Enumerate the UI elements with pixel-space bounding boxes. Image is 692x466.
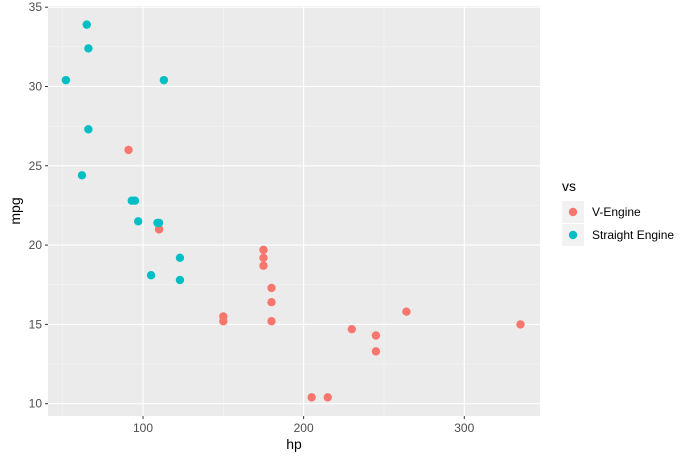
data-point-v-engine bbox=[371, 347, 381, 356]
data-point-straight-engine bbox=[153, 218, 162, 228]
data-point-v-engine bbox=[259, 261, 268, 270]
data-point-straight-engine bbox=[133, 217, 143, 226]
minor-grid bbox=[48, 6, 540, 416]
plot-panel bbox=[48, 6, 540, 416]
x-tick-label: 100 bbox=[133, 421, 153, 435]
y-tick-label: 30 bbox=[29, 79, 43, 93]
data-point-straight-engine bbox=[175, 253, 185, 262]
y-tick-label: 35 bbox=[29, 0, 43, 14]
data-point-v-engine bbox=[124, 145, 133, 155]
data-point-v-engine bbox=[371, 331, 381, 340]
legend-key-point bbox=[568, 207, 578, 217]
data-points bbox=[61, 20, 525, 402]
y-tick-label: 20 bbox=[29, 238, 43, 252]
data-point-v-engine bbox=[267, 317, 276, 326]
data-point-straight-engine bbox=[84, 44, 93, 53]
x-axis: 100 200 300 bbox=[133, 416, 475, 435]
data-point-straight-engine bbox=[61, 75, 71, 85]
data-point-straight-engine bbox=[84, 125, 93, 134]
data-point-straight-engine bbox=[146, 271, 156, 280]
legend-title: vs bbox=[562, 178, 576, 194]
y-tick-label: 25 bbox=[29, 159, 43, 173]
x-tick-label: 300 bbox=[454, 421, 474, 435]
data-point-straight-engine bbox=[130, 196, 140, 205]
legend: vs V-Engine Straight Engine bbox=[562, 178, 674, 246]
data-point-v-engine bbox=[154, 225, 164, 234]
legend-label: Straight Engine bbox=[592, 228, 674, 242]
data-point-v-engine bbox=[219, 317, 228, 326]
data-point-v-engine bbox=[267, 297, 276, 307]
legend-label: V-Engine bbox=[592, 205, 641, 219]
y-tick-label: 10 bbox=[29, 397, 43, 411]
y-tick-label: 15 bbox=[29, 317, 43, 331]
data-point-v-engine bbox=[307, 393, 316, 402]
data-point-v-engine bbox=[347, 324, 357, 334]
y-axis: 10 15 20 25 30 35 bbox=[29, 0, 48, 411]
data-point-straight-engine bbox=[82, 20, 91, 29]
y-axis-title: mpg bbox=[7, 197, 23, 224]
data-point-v-engine bbox=[323, 393, 332, 402]
data-point-straight-engine bbox=[77, 171, 87, 180]
data-point-straight-engine bbox=[159, 75, 169, 85]
data-point-v-engine bbox=[516, 320, 525, 329]
x-axis-title: hp bbox=[286, 436, 302, 452]
data-point-v-engine bbox=[267, 283, 276, 293]
data-point-v-engine bbox=[402, 307, 411, 316]
data-point-v-engine bbox=[259, 245, 268, 255]
major-grid bbox=[48, 6, 540, 416]
data-point-straight-engine bbox=[175, 275, 185, 285]
data-point-v-engine bbox=[259, 253, 268, 262]
x-tick-label: 200 bbox=[294, 421, 314, 435]
legend-key-point bbox=[568, 230, 578, 240]
